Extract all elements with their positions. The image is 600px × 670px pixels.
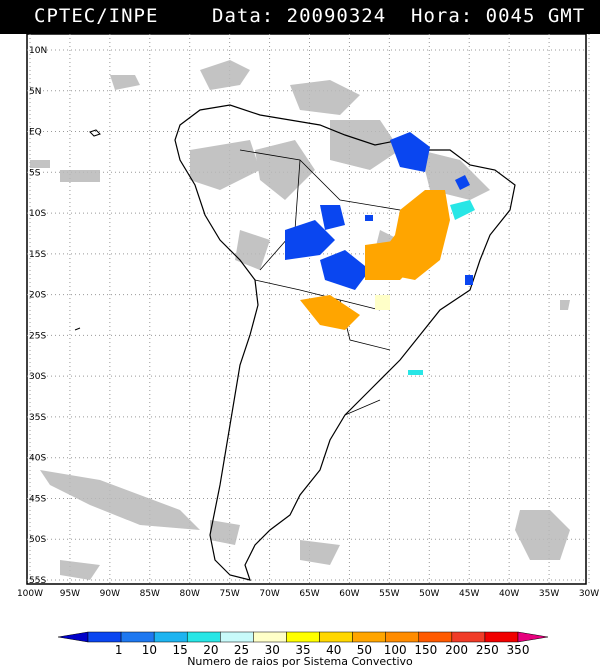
lon-label: 90W [100,589,120,599]
lat-label: 25S [29,331,46,341]
island-outline [89,129,101,137]
lat-label: 30S [29,372,46,382]
lat-label: 15S [29,250,46,260]
colorbar-caption: Numero de raios por Sistema Convectivo [187,655,413,668]
lon-label: 45W [459,589,479,599]
colorbar-swatch [120,631,155,643]
lat-label: 50S [29,535,46,545]
lat-label: 45S [29,494,46,504]
colorbar-swatch [286,631,320,643]
colorbar-tick-label: 200 [445,643,468,657]
galapagos-mark [74,327,81,331]
colorbar-tick-label: 10 [142,643,157,657]
colorbar-swatch [87,631,122,643]
colorbar-tick-label: 25 [234,643,249,657]
lon-label: 80W [180,589,200,599]
lightning-paleyellow [375,295,390,310]
colorbar-swatch [352,631,386,643]
lightning-orange [300,190,450,330]
colorbar-tick-label: 35 [295,643,310,657]
lon-label: 95W [60,589,80,599]
lon-label: 30W [579,589,599,599]
lightning-blue [285,132,473,290]
lon-label: 75W [219,589,239,599]
colorbar-swatch [319,631,353,643]
colorbar-tick-label: 20 [203,643,218,657]
source-label: CPTEC/INPE [34,5,159,27]
lat-label: 10S [29,209,46,219]
lat-label: 40S [29,454,46,464]
colorbar-swatch [253,631,287,643]
colorbar-tick-label: 30 [265,643,280,657]
lat-label: 5S [29,168,41,178]
lat-label: 10N [29,46,47,56]
lon-label: 35W [539,589,559,599]
colorbar-swatch [186,631,221,643]
colorbar-swatch [220,631,254,643]
colorbar-tick-label: 250 [476,643,499,657]
colorbar-tick-label: 50 [357,643,372,657]
colorbar-tick-label: 15 [173,643,188,657]
colorbar-tick-label: 100 [384,643,407,657]
lon-label: 100W [17,589,43,599]
longitude-labels: 100W 95W 90W 85W 80W 75W 70W 65W 60W 55W 50W 45W 40W… [17,589,599,599]
lon-label: 70W [259,589,279,599]
colorbar-swatch [153,631,188,643]
colorbar-swatch [451,631,486,643]
date-time-label: Data: 20090324 Hora: 0045 GMT [212,5,586,27]
lat-label: 5N [29,87,41,97]
lat-label: 35S [29,413,46,423]
colorbar-arrow-right [517,631,549,643]
lon-label: 50W [419,589,439,599]
colorbar-tick-label: 1 [115,643,123,657]
colorbar-tick-label: 150 [414,643,437,657]
lat-label: 20S [29,291,46,301]
lon-label: 40W [499,589,519,599]
colorbar-tick-label: 350 [507,643,530,657]
colorbar-swatch [484,631,519,643]
lon-label: 85W [140,589,160,599]
lon-label: 55W [379,589,399,599]
colorbar-swatch [418,631,453,643]
colorbar-swatch [385,631,420,643]
lon-label: 60W [339,589,359,599]
latitude-labels: 10N 5N EQ 5S 10S 15S 20S 25S 30S 35S 40S 45S 50S 55S [29,46,47,586]
lightning-cyan [408,200,475,375]
colorbar-tick-label: 40 [326,643,341,657]
lat-label: 55S [29,576,46,586]
header-bar: CPTEC/INPE Data: 20090324 Hora: 0045 GMT [0,0,600,34]
colorbar-arrow-left [57,631,89,643]
lon-label: 65W [299,589,319,599]
colorbar: 1 10 15 20 25 30 35 40 50 100 150 200 250 350 [57,631,549,657]
lat-label: EQ [29,128,42,138]
